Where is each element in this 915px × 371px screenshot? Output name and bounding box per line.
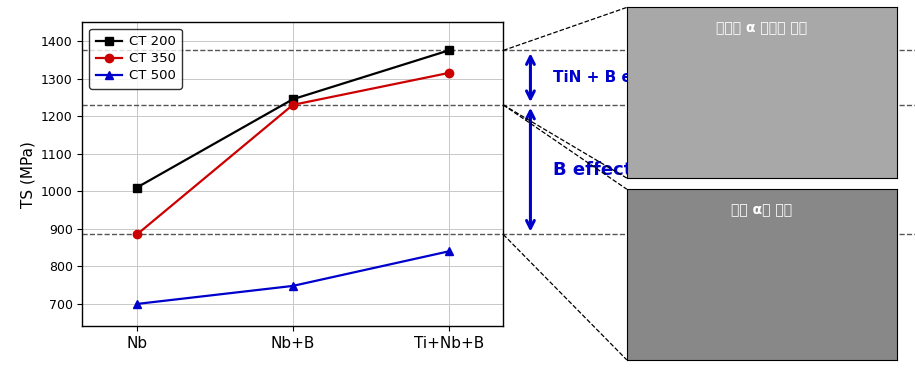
- CT 500: [132, 302, 143, 306]
- Text: 대부분 α 상으로 구성: 대부분 α 상으로 구성: [716, 21, 807, 35]
- Text: B effect: B effect: [553, 161, 632, 179]
- CT 350: [443, 71, 454, 75]
- CT 350: [132, 232, 143, 237]
- Line: CT 500: CT 500: [133, 247, 453, 308]
- Line: CT 350: CT 350: [133, 69, 453, 239]
- Text: TiN + B effect: TiN + B effect: [553, 70, 672, 85]
- CT 200: [287, 97, 298, 102]
- CT 350: [287, 103, 298, 107]
- Y-axis label: TS (MPa): TS (MPa): [20, 141, 35, 208]
- Text: 일부 α상 존재: 일부 α상 존재: [731, 203, 792, 217]
- CT 200: [132, 185, 143, 190]
- CT 200: [443, 48, 454, 53]
- CT 500: [287, 284, 298, 288]
- Line: CT 200: CT 200: [133, 46, 453, 192]
- CT 500: [443, 249, 454, 254]
- Legend: CT 200, CT 350, CT 500: CT 200, CT 350, CT 500: [89, 29, 182, 89]
